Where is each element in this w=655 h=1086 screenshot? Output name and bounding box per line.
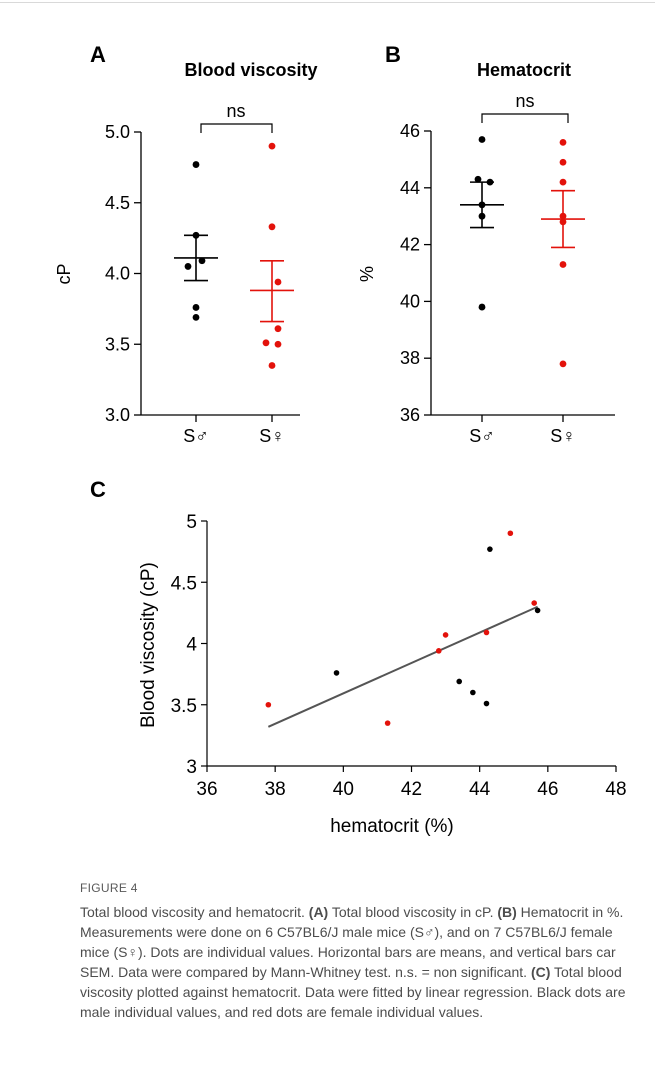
figure-label: FIGURE 4 bbox=[80, 881, 138, 895]
caption-panel-ref: (C) bbox=[530, 964, 551, 980]
data-point bbox=[559, 178, 567, 186]
y-tick-label: 3.5 bbox=[171, 696, 197, 717]
panel-a-significance-bracket bbox=[200, 123, 273, 133]
y-tick-label: 40 bbox=[400, 291, 420, 311]
y-tick-label: 5 bbox=[186, 512, 197, 533]
data-point bbox=[184, 263, 192, 270]
panel-b-significance-label: ns bbox=[515, 91, 534, 111]
data-point bbox=[559, 360, 567, 368]
data-point bbox=[474, 175, 482, 183]
top-border bbox=[0, 2, 655, 3]
data-point bbox=[192, 313, 200, 321]
x-tick-label: 44 bbox=[469, 779, 491, 800]
y-tick-label: 5.0 bbox=[105, 122, 130, 142]
regression-line bbox=[267, 605, 539, 728]
data-point bbox=[507, 530, 514, 537]
figure-4: A Blood viscosity cP ns 3.03.54.04.55.0 … bbox=[54, 42, 627, 837]
data-point bbox=[483, 700, 490, 707]
data-point bbox=[478, 303, 486, 311]
panel-c-data bbox=[265, 530, 541, 728]
data-point bbox=[192, 161, 200, 168]
caption-segment: Total blood viscosity in cP. bbox=[328, 904, 498, 920]
data-point bbox=[265, 701, 272, 708]
y-tick-label: 46 bbox=[400, 121, 420, 141]
panel-a: A Blood viscosity cP ns 3.03.54.04.55.0 … bbox=[54, 42, 318, 446]
x-tick-label: S♀ bbox=[550, 426, 576, 446]
data-point bbox=[559, 138, 567, 146]
y-tick-label: 38 bbox=[400, 348, 420, 368]
x-tick-label: S♂ bbox=[469, 426, 495, 446]
x-tick-label: S♂ bbox=[183, 426, 209, 446]
x-tick-label: 36 bbox=[196, 779, 217, 800]
panel-b-title: Hematocrit bbox=[477, 60, 571, 80]
x-tick-label: 38 bbox=[265, 779, 286, 800]
data-point bbox=[192, 304, 200, 311]
panel-b-significance-bracket bbox=[481, 113, 569, 123]
data-point bbox=[487, 546, 493, 552]
panel-a-data bbox=[174, 142, 294, 369]
panel-a-title: Blood viscosity bbox=[184, 60, 317, 80]
panel-a-y-axis: 3.0 3.5 4.0 4.5 5.0 bbox=[105, 122, 300, 425]
panel-a-y-axis-label: cP bbox=[54, 263, 74, 284]
data-point bbox=[456, 678, 463, 685]
data-point bbox=[268, 223, 276, 231]
y-tick-label: 44 bbox=[400, 178, 420, 198]
panel-label-b: B bbox=[385, 42, 401, 67]
panel-b-x-axis: S♂ S♀ bbox=[469, 415, 576, 446]
x-tick-label: S♀ bbox=[259, 426, 285, 446]
data-point bbox=[534, 607, 541, 614]
caption-text: Total blood viscosity and hematocrit. (A… bbox=[80, 902, 640, 1022]
x-tick-label: 46 bbox=[537, 779, 558, 800]
panel-b-y-axis-label: % bbox=[357, 266, 377, 282]
data-point bbox=[274, 278, 282, 286]
y-tick-label: 4.0 bbox=[105, 264, 130, 284]
panel-b-y-axis: 36 38 40 42 44 46 bbox=[400, 121, 615, 425]
x-tick-label: 48 bbox=[605, 779, 626, 800]
caption-segment: Total blood viscosity plotted against he… bbox=[80, 964, 626, 1020]
panel-a-x-axis: S♂ S♀ bbox=[183, 415, 285, 446]
panel-c-x-axis-label: hematocrit (%) bbox=[330, 816, 454, 837]
y-tick-label: 4 bbox=[186, 635, 197, 656]
panel-c-axes: 3 3.5 4 4.5 5 36 38 40 42 44 46 48 bbox=[171, 512, 627, 800]
data-point bbox=[470, 689, 476, 696]
panel-label-a: A bbox=[90, 42, 106, 67]
data-point bbox=[478, 136, 486, 143]
data-point bbox=[483, 629, 490, 636]
data-point bbox=[274, 325, 282, 333]
figure-caption: FIGURE 4 Total blood viscosity and hemat… bbox=[80, 878, 640, 1022]
data-point bbox=[559, 158, 567, 166]
y-tick-label: 3.5 bbox=[105, 334, 130, 354]
caption-segment: Total blood viscosity and hematocrit. bbox=[80, 904, 309, 920]
y-tick-label: 4.5 bbox=[105, 193, 130, 213]
y-tick-label: 3.0 bbox=[105, 405, 130, 425]
data-point bbox=[198, 257, 206, 265]
caption-panel-ref: (B) bbox=[497, 904, 517, 920]
data-point bbox=[559, 261, 567, 268]
data-point bbox=[435, 648, 442, 654]
data-point bbox=[268, 362, 276, 369]
panel-c: C Blood viscosity (cP) hematocrit (%) 33… bbox=[90, 477, 627, 837]
x-tick-label: 40 bbox=[333, 779, 354, 800]
caption-panel-ref: (A) bbox=[308, 904, 329, 920]
data-point bbox=[268, 142, 276, 150]
panel-b: B Hematocrit % ns 36 38 40 42 44 46 S♂ S♀ bbox=[357, 42, 615, 446]
data-point bbox=[442, 632, 449, 638]
caption-segment: Hematocrit in %. Measurements were done … bbox=[80, 904, 624, 980]
panel-label-c: C bbox=[90, 477, 106, 502]
data-point bbox=[531, 600, 537, 606]
x-tick-label: 42 bbox=[401, 779, 422, 800]
panel-c-y-axis-label: Blood viscosity (cP) bbox=[138, 562, 159, 728]
data-point bbox=[384, 720, 391, 726]
data-point bbox=[274, 340, 282, 348]
y-tick-label: 36 bbox=[400, 405, 420, 425]
data-point bbox=[262, 339, 270, 347]
y-tick-label: 42 bbox=[400, 235, 420, 255]
y-tick-label: 4.5 bbox=[171, 573, 197, 594]
data-point bbox=[333, 670, 340, 676]
panel-b-data bbox=[460, 136, 585, 368]
y-tick-label: 3 bbox=[186, 757, 197, 778]
panel-a-significance-label: ns bbox=[226, 101, 245, 121]
